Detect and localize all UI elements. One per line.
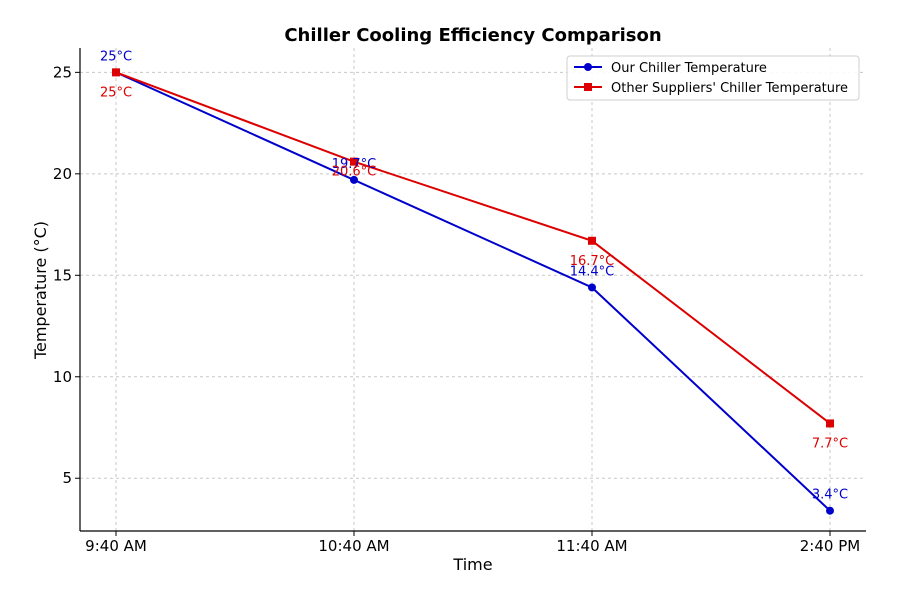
legend-entry: Other Suppliers' Chiller Temperature xyxy=(574,81,848,96)
y-axis-ticks: 5 10 15 20 25 xyxy=(53,63,80,487)
x-tick-label: 9:40 AM xyxy=(85,537,147,555)
data-label: 25°C xyxy=(100,49,132,64)
data-label: 20.6°C xyxy=(332,165,377,180)
y-tick-label: 25 xyxy=(53,63,72,81)
data-point xyxy=(350,175,358,184)
data-label: 7.7°C xyxy=(812,436,848,451)
y-tick-label: 15 xyxy=(53,266,72,284)
legend-marker xyxy=(584,63,592,71)
x-axis-label: Time xyxy=(452,555,492,574)
x-tick-label: 10:40 AM xyxy=(318,537,389,555)
data-label: 14.4°C xyxy=(570,264,615,279)
data-label: 16.7°C xyxy=(570,254,615,269)
series-other-suppliers xyxy=(112,68,834,428)
data-point xyxy=(588,283,596,292)
legend: Our Chiller Temperature Other Suppliers' … xyxy=(566,55,860,101)
legend-label: Other Suppliers' Chiller Temperature xyxy=(611,81,848,96)
series xyxy=(112,68,834,515)
data-point xyxy=(112,68,120,77)
y-axis-label: Temperature (°C) xyxy=(31,221,50,360)
data-point xyxy=(588,236,596,245)
y-tick-label: 10 xyxy=(53,368,72,386)
series-line xyxy=(115,71,831,425)
legend-box xyxy=(566,55,860,101)
series-line xyxy=(115,71,831,512)
legend-marker xyxy=(584,83,592,91)
data-point xyxy=(350,157,358,166)
axes xyxy=(79,48,866,532)
y-tick-label: 20 xyxy=(53,165,72,183)
data-point xyxy=(826,419,834,428)
y-tick-label: 5 xyxy=(62,469,72,487)
data-label: 19.7°C xyxy=(332,157,377,172)
legend-entry: Our Chiller Temperature xyxy=(574,61,767,76)
x-tick-label: 11:40 AM xyxy=(556,537,627,555)
legend-label: Our Chiller Temperature xyxy=(611,61,767,76)
chart-title: Chiller Cooling Efficiency Comparison xyxy=(284,25,661,46)
grid xyxy=(80,48,866,531)
data-label: 3.4°C xyxy=(812,488,848,503)
x-tick-label: 2:40 PM xyxy=(800,537,860,555)
data-point xyxy=(826,506,834,515)
data-labels: 25°C 19.7°C 14.4°C 3.4°C 25°C 20.6°C 16.7°C 7.7… xyxy=(100,49,848,502)
series-our-chiller xyxy=(112,68,834,515)
data-label: 25°C xyxy=(100,85,132,100)
x-axis-ticks: 9:40 AM 10:40 AM 11:40 AM 2:40 PM xyxy=(85,531,860,555)
legend-items: Our Chiller Temperature Other Suppliers' … xyxy=(574,61,848,96)
